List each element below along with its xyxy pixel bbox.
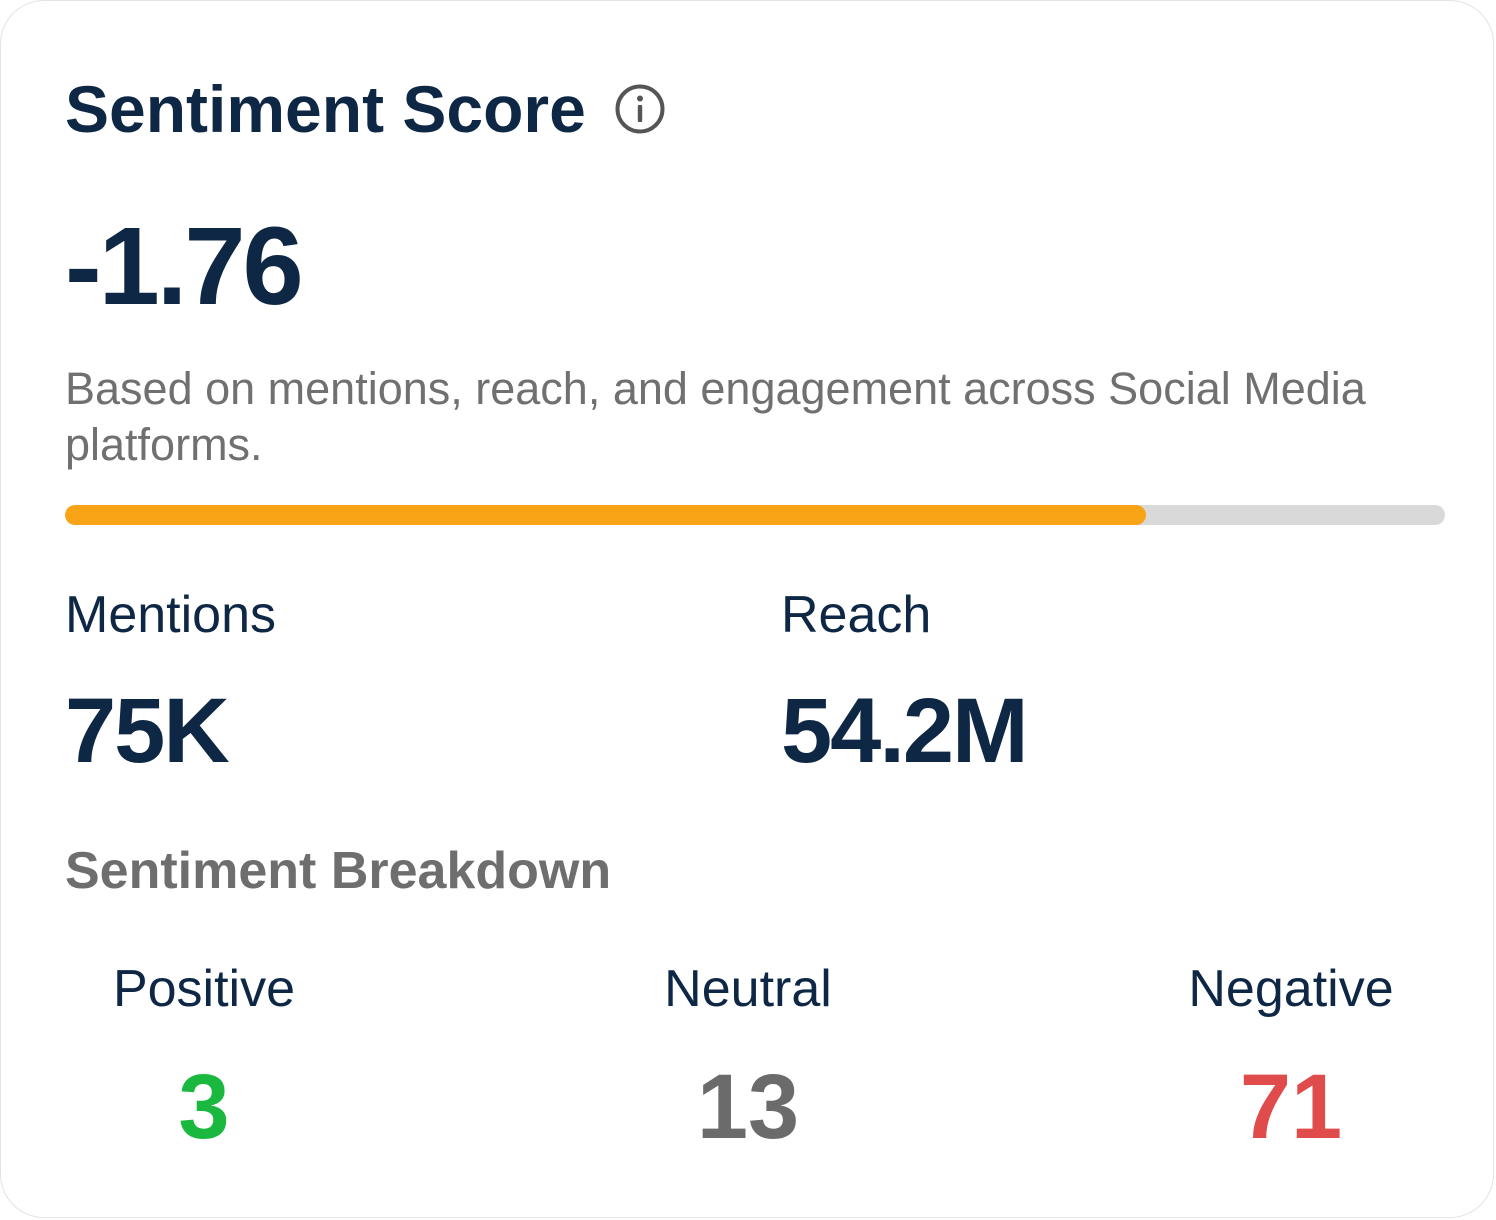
breakdown-negative: Negative 71: [1111, 957, 1471, 1157]
score-description: Based on mentions, reach, and engagement…: [65, 363, 1366, 470]
neutral-value: 13: [696, 1056, 800, 1158]
reach-value: 54.2M: [781, 680, 1029, 782]
sentiment-score-value: -1.76: [65, 205, 304, 328]
breakdown-positive: Positive 3: [24, 957, 384, 1157]
negative-value: 71: [1239, 1056, 1343, 1158]
card-title: Sentiment Score: [65, 72, 586, 146]
positive-value: 3: [178, 1056, 230, 1158]
negative-label: Negative: [1188, 960, 1394, 1018]
sentiment-progress-bar: [65, 505, 1445, 525]
mentions-value: 75K: [65, 680, 230, 782]
mentions-label: Mentions: [65, 586, 276, 644]
neutral-label: Neutral: [664, 960, 832, 1018]
positive-label: Positive: [112, 960, 296, 1018]
breakdown-neutral: Neutral 13: [568, 957, 928, 1157]
reach-label: Reach: [781, 586, 932, 644]
info-icon[interactable]: [614, 83, 666, 135]
title-row: Sentiment Score: [65, 67, 666, 151]
sentiment-breakdown-title: Sentiment Breakdown: [65, 842, 612, 900]
sentiment-progress-fill: [65, 505, 1146, 525]
